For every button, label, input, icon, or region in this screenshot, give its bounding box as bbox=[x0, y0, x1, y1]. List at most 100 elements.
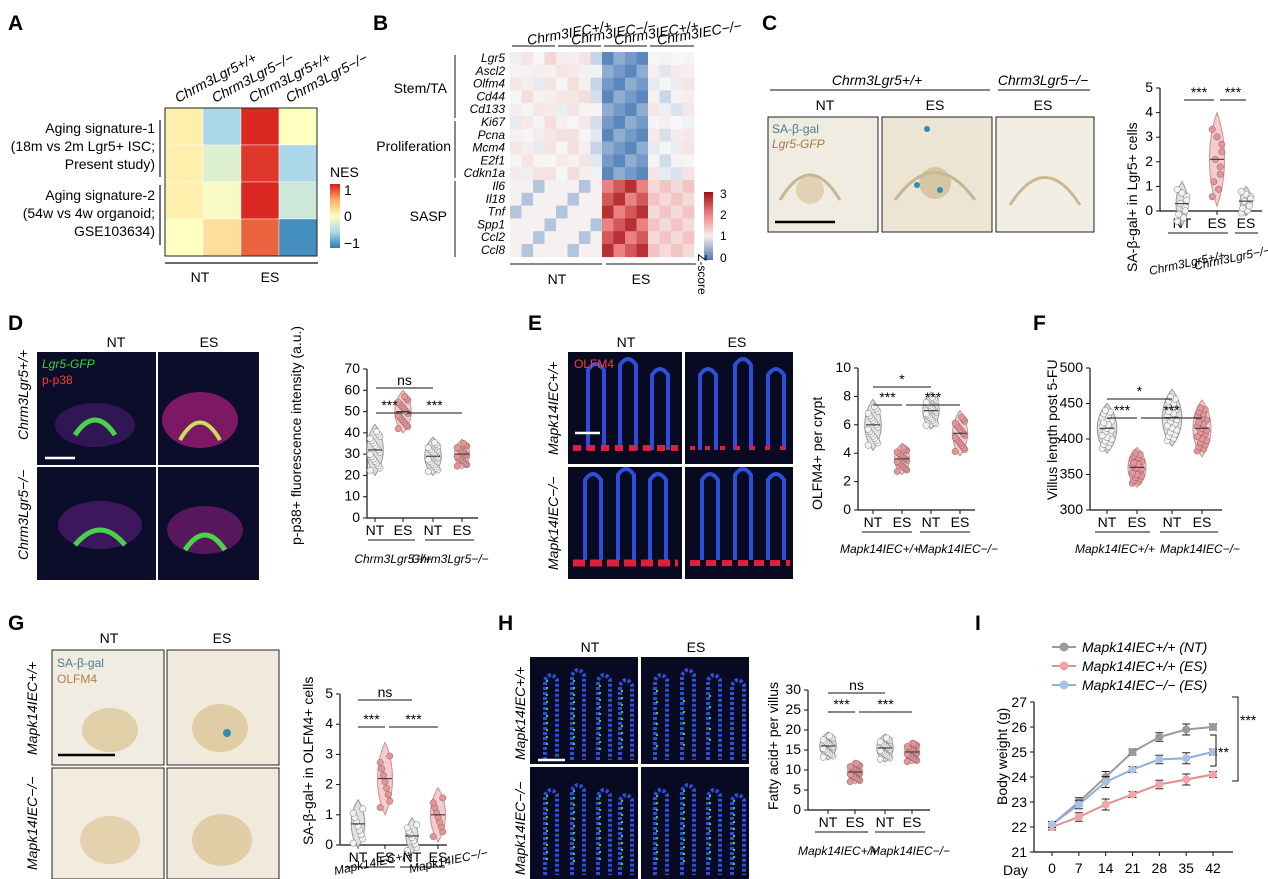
data-point bbox=[366, 435, 374, 442]
heatmap-cell bbox=[625, 52, 637, 66]
row-label: GSE103634) bbox=[74, 223, 155, 239]
heatmap-cell bbox=[278, 144, 318, 183]
heatmap-cell bbox=[682, 141, 695, 155]
micrograph-g-es-ko bbox=[166, 767, 280, 879]
heatmap-cell bbox=[521, 64, 534, 78]
heatmap-cell bbox=[682, 180, 695, 194]
stain-label: OLFM4 bbox=[57, 672, 97, 686]
heatmap-cell bbox=[556, 244, 568, 258]
data-point bbox=[349, 809, 357, 817]
heatmap-cell bbox=[648, 52, 660, 66]
heatmap-cell bbox=[682, 77, 695, 91]
data-point bbox=[951, 448, 959, 455]
heatmap-cell bbox=[682, 167, 695, 181]
data-point bbox=[1074, 813, 1083, 821]
chart-g-marks: *** *** ns bbox=[349, 684, 447, 855]
fluor-h-nt-wt bbox=[530, 657, 638, 764]
row-label: Mapk14IEC+/+ bbox=[24, 662, 40, 755]
legend-title: NES bbox=[330, 164, 359, 180]
data-point bbox=[424, 468, 432, 475]
data-point bbox=[394, 398, 402, 406]
heatmap-cell bbox=[636, 128, 649, 142]
x-tick-label: ES bbox=[846, 814, 865, 830]
data-point bbox=[424, 456, 432, 464]
heatmap-cell bbox=[567, 205, 580, 219]
legend-entry: Mapk14IEC+/+ (ES) bbox=[1082, 658, 1207, 674]
heatmap-cell bbox=[590, 77, 603, 91]
heatmap-cell bbox=[590, 64, 603, 78]
heatmap-cell bbox=[556, 231, 568, 245]
fluor-d-es-wt bbox=[158, 352, 259, 465]
data-point bbox=[1163, 422, 1171, 430]
heatmap-cell bbox=[567, 128, 580, 142]
significance: ** bbox=[1218, 744, 1229, 760]
panel-e-label: E bbox=[528, 312, 542, 335]
y-tick-label: 0 bbox=[1145, 202, 1153, 218]
data-point bbox=[853, 760, 860, 767]
genotype-label: Mapk14IEC−/− bbox=[1160, 542, 1240, 556]
group-label: Chrm3Lgr5+/+ bbox=[832, 72, 922, 88]
heatmap-cell bbox=[648, 64, 660, 78]
heatmap-cell bbox=[556, 154, 568, 168]
heatmap-cell bbox=[278, 181, 318, 220]
heatmap-cell bbox=[648, 128, 660, 142]
heatmap-cell bbox=[510, 154, 522, 168]
data-point bbox=[453, 444, 461, 451]
heatmap-cell bbox=[636, 52, 649, 66]
heatmap-cell bbox=[510, 244, 522, 258]
heatmap-cell bbox=[521, 77, 534, 91]
heatmap-cell bbox=[510, 90, 522, 104]
data-point bbox=[1209, 748, 1217, 756]
data-point bbox=[1247, 195, 1255, 203]
heatmap-cell bbox=[602, 103, 614, 117]
gene-label: Pcna bbox=[478, 128, 506, 142]
heatmap-cell bbox=[602, 77, 614, 91]
data-point bbox=[903, 758, 911, 765]
heatmap-cell bbox=[648, 141, 660, 155]
data-point bbox=[1178, 189, 1186, 197]
y-tick-label: 4 bbox=[1145, 104, 1153, 120]
heatmap-cell bbox=[544, 116, 557, 130]
image-label: ES bbox=[926, 97, 945, 113]
heatmap-cell bbox=[579, 231, 591, 245]
heatmap-cell bbox=[556, 218, 568, 232]
heatmap-cell bbox=[682, 231, 695, 245]
heatmap-cell bbox=[590, 205, 603, 219]
heatmap-cell bbox=[613, 205, 626, 219]
data-point bbox=[846, 763, 854, 771]
heatmap-frame bbox=[164, 107, 318, 257]
data-point bbox=[1173, 186, 1181, 193]
x-tick-label: ES bbox=[429, 849, 448, 865]
data-point bbox=[1102, 406, 1109, 414]
heatmap-cell bbox=[613, 231, 626, 245]
heatmap-cell bbox=[613, 64, 626, 78]
row-label: Mapk14IEC−/− bbox=[24, 777, 40, 870]
micrograph-g-es-wt bbox=[166, 649, 280, 766]
y-tick-label: 25 bbox=[1011, 744, 1027, 760]
heatmap-cell bbox=[671, 154, 683, 168]
heatmap-cell bbox=[682, 52, 695, 66]
heatmap-cell bbox=[602, 180, 614, 194]
row-label: Mapk14IEC+/+ bbox=[545, 362, 561, 455]
y-tick-label: 70 bbox=[344, 360, 360, 376]
heatmap-cell bbox=[648, 116, 660, 130]
heatmap-cell bbox=[590, 192, 603, 206]
y-tick-label: 3 bbox=[1145, 128, 1153, 144]
heatmap-cell bbox=[648, 218, 660, 232]
heatmap-cell bbox=[521, 218, 534, 232]
data-point bbox=[951, 433, 959, 441]
data-point bbox=[386, 797, 394, 805]
heatmap-cell bbox=[521, 103, 534, 117]
micrograph-es bbox=[881, 116, 993, 233]
heatmap-cell bbox=[625, 64, 637, 78]
heatmap-cell bbox=[648, 154, 660, 168]
heatmap-cell bbox=[202, 218, 242, 257]
data-point bbox=[460, 440, 467, 447]
group-label: Stem/TA bbox=[394, 80, 448, 96]
data-point bbox=[429, 833, 437, 840]
data-point bbox=[819, 736, 827, 744]
data-point bbox=[1048, 820, 1056, 829]
row-label: Mapk14IEC+/+ bbox=[512, 667, 528, 760]
data-point bbox=[910, 740, 917, 747]
legend-tick: 2 bbox=[720, 208, 727, 222]
